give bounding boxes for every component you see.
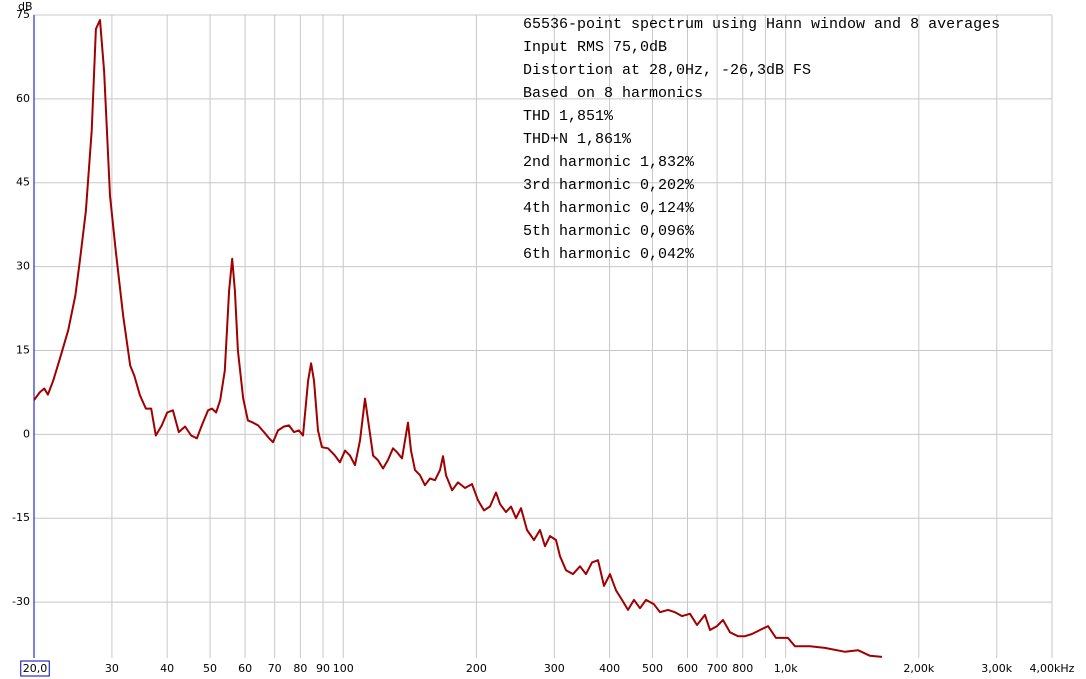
x-tick-label: 4,00kHz [1030, 662, 1075, 675]
y-tick-label: 60 [16, 92, 30, 105]
x-tick-label: 700 [707, 662, 728, 675]
x-tick-label: 60 [238, 662, 252, 675]
annotation: THD 1,851% [523, 108, 614, 125]
x-tick-label: 400 [599, 662, 620, 675]
y-tick-label: 45 [16, 176, 30, 189]
annotation: 2nd harmonic 1,832% [523, 154, 695, 171]
y-tick-label: 75 [16, 8, 30, 21]
annotation: 6th harmonic 0,042% [523, 246, 695, 263]
x-tick-label: 800 [732, 662, 753, 675]
x-tick-label: 300 [544, 662, 565, 675]
annotation: 65536-point spectrum using Hann window a… [523, 16, 1000, 33]
annotation: Based on 8 harmonics [523, 85, 703, 102]
x-tick-highlight [20, 660, 50, 677]
y-tick-label: 15 [16, 343, 30, 356]
y-axis-label: dB [18, 0, 33, 13]
x-tick-label: 40 [160, 662, 174, 675]
annotation: 4th harmonic 0,124% [523, 200, 695, 217]
annotation: Input RMS 75,0dB [523, 39, 667, 56]
x-tick-label: 70 [268, 662, 282, 675]
y-tick-label: -15 [12, 511, 30, 524]
x-tick-label: 1,0k [774, 662, 798, 675]
x-tick-label: 100 [333, 662, 354, 675]
annotation: 3rd harmonic 0,202% [523, 177, 695, 194]
x-tick-label: 80 [293, 662, 307, 675]
annotation: THD+N 1,861% [523, 131, 632, 148]
x-tick-label: 200 [466, 662, 487, 675]
x-tick-label: 500 [642, 662, 663, 675]
x-tick-label: 600 [677, 662, 698, 675]
annotation: 5th harmonic 0,096% [523, 223, 695, 240]
x-tick-label: 90 [316, 662, 330, 675]
x-tick-label: 50 [203, 662, 217, 675]
y-tick-label: -30 [12, 595, 30, 608]
x-tick-label: 30 [105, 662, 119, 675]
annotation: Distortion at 28,0Hz, -26,3dB FS [523, 62, 811, 79]
x-tick-label: 3,00k [981, 662, 1012, 675]
spectrum-line [33, 19, 883, 658]
x-tick-label: 20,0 [23, 662, 48, 675]
y-tick-label: 30 [16, 260, 30, 273]
x-tick-label: 2,00k [903, 662, 934, 675]
y-tick-label: 0 [23, 427, 30, 440]
